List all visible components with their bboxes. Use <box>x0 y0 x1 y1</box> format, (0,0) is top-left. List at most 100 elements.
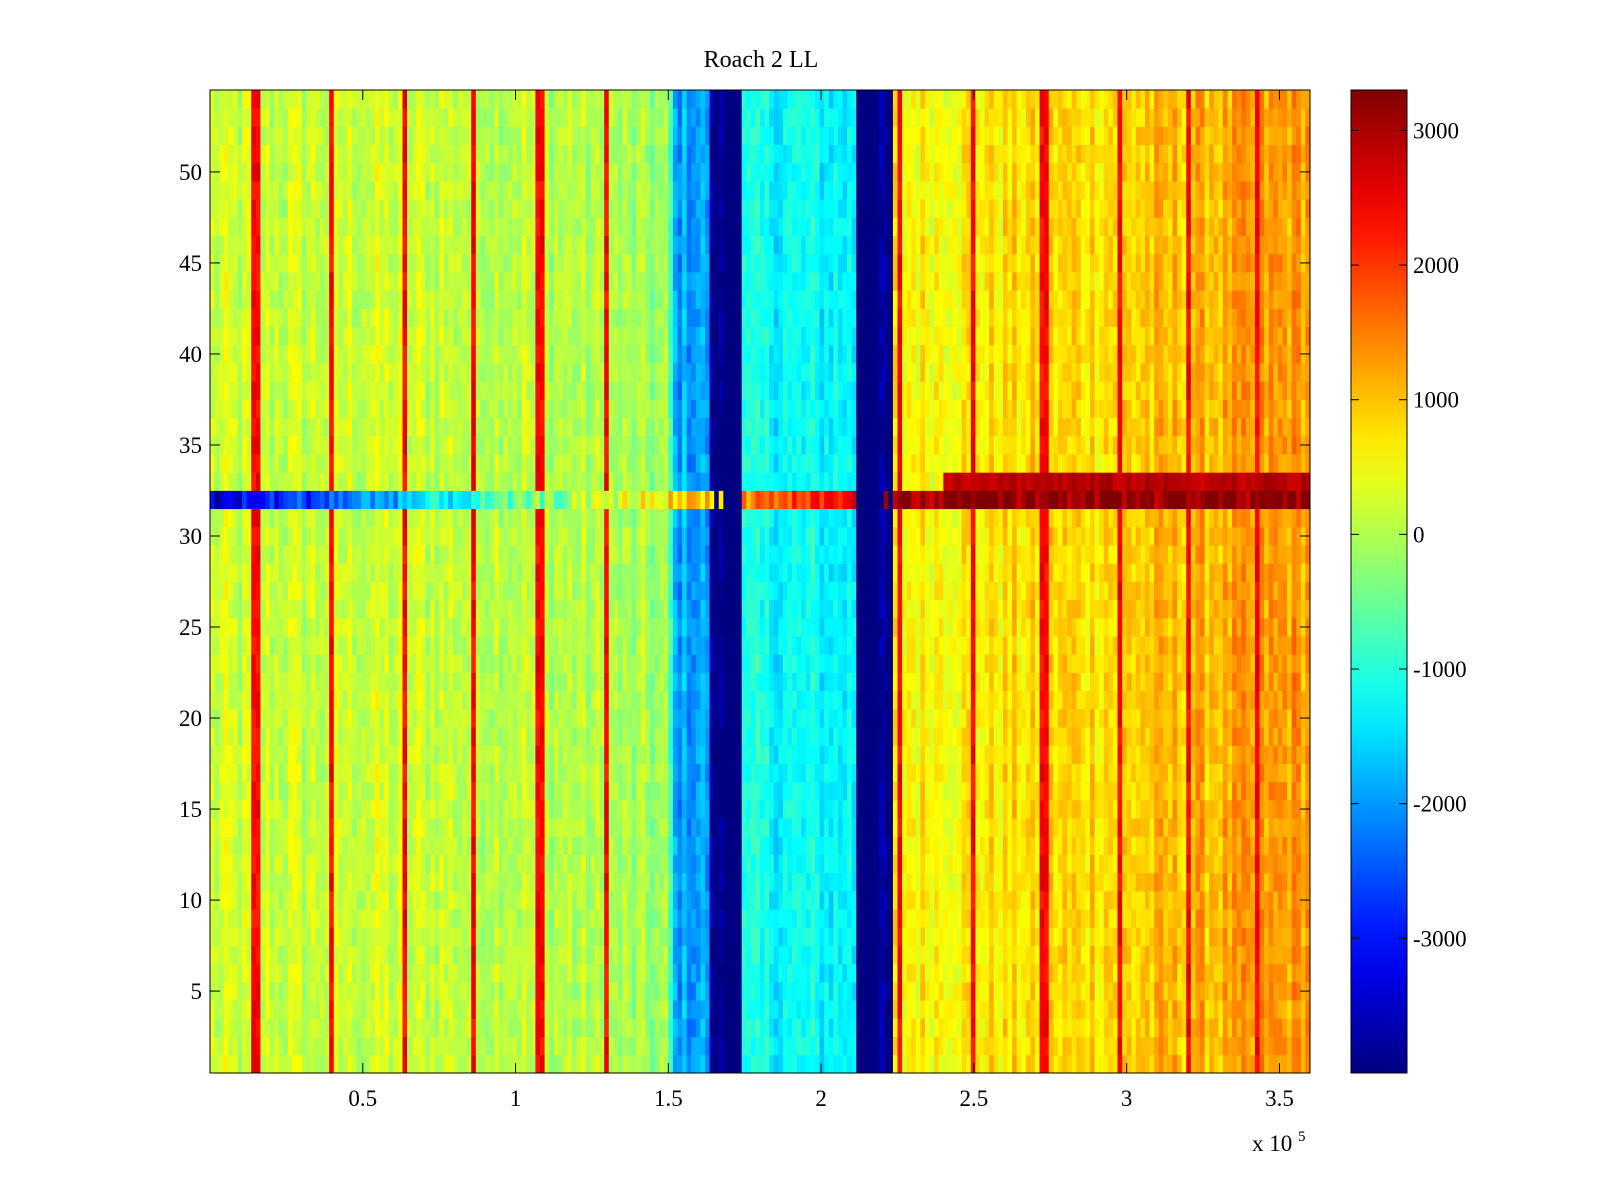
heatmap-cell <box>727 1054 733 1074</box>
heatmap-cell <box>498 854 504 874</box>
heatmap-cell <box>1103 854 1109 874</box>
heatmap-cell <box>1076 708 1082 728</box>
heatmap-cell <box>975 708 981 728</box>
heatmap-cell <box>760 836 765 855</box>
heatmap-cell <box>521 781 527 801</box>
heatmap-cell <box>906 763 912 783</box>
heatmap-cell <box>1108 799 1114 819</box>
heatmap-cell <box>1172 727 1178 746</box>
heatmap-cell <box>517 781 523 801</box>
heatmap-cell <box>989 727 995 746</box>
heatmap-cell <box>384 690 390 710</box>
heatmap-cell <box>1163 781 1169 801</box>
heatmap-cell <box>636 781 642 801</box>
heatmap-cell <box>402 890 408 910</box>
heatmap-cell <box>1090 1036 1095 1056</box>
heatmap-cell <box>1012 909 1018 928</box>
heatmap-cell <box>1071 799 1077 819</box>
heatmap-cell <box>530 872 536 892</box>
heatmap-cell <box>654 872 660 892</box>
heatmap-cell <box>379 818 385 837</box>
heatmap-cell <box>650 1000 655 1019</box>
heatmap-cell <box>210 909 215 928</box>
heatmap-cell <box>663 963 669 983</box>
heatmap-cell <box>1287 799 1293 819</box>
heatmap-cell <box>796 727 802 746</box>
heatmap-cell <box>1085 890 1091 910</box>
heatmap-cell <box>705 927 710 946</box>
heatmap-cell <box>980 927 985 946</box>
heatmap-cell <box>787 781 793 801</box>
heatmap-cell <box>888 963 894 983</box>
heatmap-cell <box>691 836 697 855</box>
heatmap-cell <box>1222 708 1228 728</box>
heatmap-cell <box>1213 763 1219 783</box>
heatmap-cell <box>1021 1054 1027 1074</box>
heatmap-cell <box>347 818 353 837</box>
heatmap-cell <box>1305 727 1311 746</box>
heatmap-cell <box>870 818 875 837</box>
heatmap-cell <box>902 963 908 983</box>
heatmap-cell <box>1172 708 1178 728</box>
heatmap-cell <box>760 799 765 819</box>
heatmap-cell <box>957 945 963 965</box>
heatmap-cell <box>1190 708 1196 728</box>
heatmap-cell <box>310 1018 316 1037</box>
heatmap-cell <box>352 1036 358 1056</box>
heatmap-cell <box>494 836 500 855</box>
heatmap-cell <box>769 763 775 783</box>
heatmap-cell <box>595 799 600 819</box>
heatmap-cell <box>980 854 985 874</box>
heatmap-cell <box>833 981 839 1001</box>
heatmap-cell <box>847 818 853 837</box>
heatmap-cell <box>782 927 788 946</box>
heatmap-cell <box>975 872 981 892</box>
heatmap-cell <box>595 927 600 946</box>
heatmap-cell <box>1030 799 1036 819</box>
heatmap-cell <box>842 818 848 837</box>
heatmap-cell <box>796 981 802 1001</box>
heatmap-cell <box>219 763 225 783</box>
heatmap-cell <box>640 763 646 783</box>
heatmap-cell <box>347 763 353 783</box>
heatmap-cell <box>411 945 417 965</box>
heatmap-cell <box>1163 1054 1169 1074</box>
heatmap-cell <box>851 836 857 855</box>
heatmap-cell <box>269 690 275 710</box>
heatmap-cell <box>705 745 710 764</box>
heatmap-cell <box>1030 981 1036 1001</box>
heatmap-cell <box>746 1054 752 1074</box>
heatmap-cell <box>370 872 376 892</box>
heatmap-cell <box>650 1036 655 1056</box>
heatmap-cell <box>457 799 463 819</box>
heatmap-cell <box>952 981 958 1001</box>
heatmap-cell <box>608 927 614 946</box>
heatmap-cell <box>1236 818 1242 837</box>
heatmap-cell <box>796 781 802 801</box>
heatmap-cell <box>1250 763 1256 783</box>
heatmap-cell <box>544 872 550 892</box>
heatmap-cell <box>727 745 733 764</box>
heatmap-cell <box>1259 1018 1265 1037</box>
heatmap-cell <box>1172 945 1178 965</box>
heatmap-cell <box>627 818 633 837</box>
heatmap-cell <box>370 890 376 910</box>
heatmap-cell <box>934 708 940 728</box>
heatmap-cell <box>315 727 321 746</box>
heatmap-cell <box>347 799 353 819</box>
heatmap-cell <box>737 872 743 892</box>
heatmap-cell <box>411 708 417 728</box>
heatmap-cell <box>590 818 596 837</box>
heatmap-cell <box>430 872 435 892</box>
heatmap-cell <box>650 963 655 983</box>
heatmap-cell <box>608 708 614 728</box>
heatmap-cell <box>883 745 889 764</box>
heatmap-cell <box>883 1036 889 1056</box>
heatmap-cell <box>792 1018 798 1037</box>
heatmap-cell <box>902 727 908 746</box>
heatmap-cell <box>361 945 367 965</box>
heatmap-cell <box>1190 963 1196 983</box>
heatmap-cell <box>636 727 642 746</box>
heatmap-cell <box>443 890 449 910</box>
heatmap-cell <box>1245 836 1251 855</box>
